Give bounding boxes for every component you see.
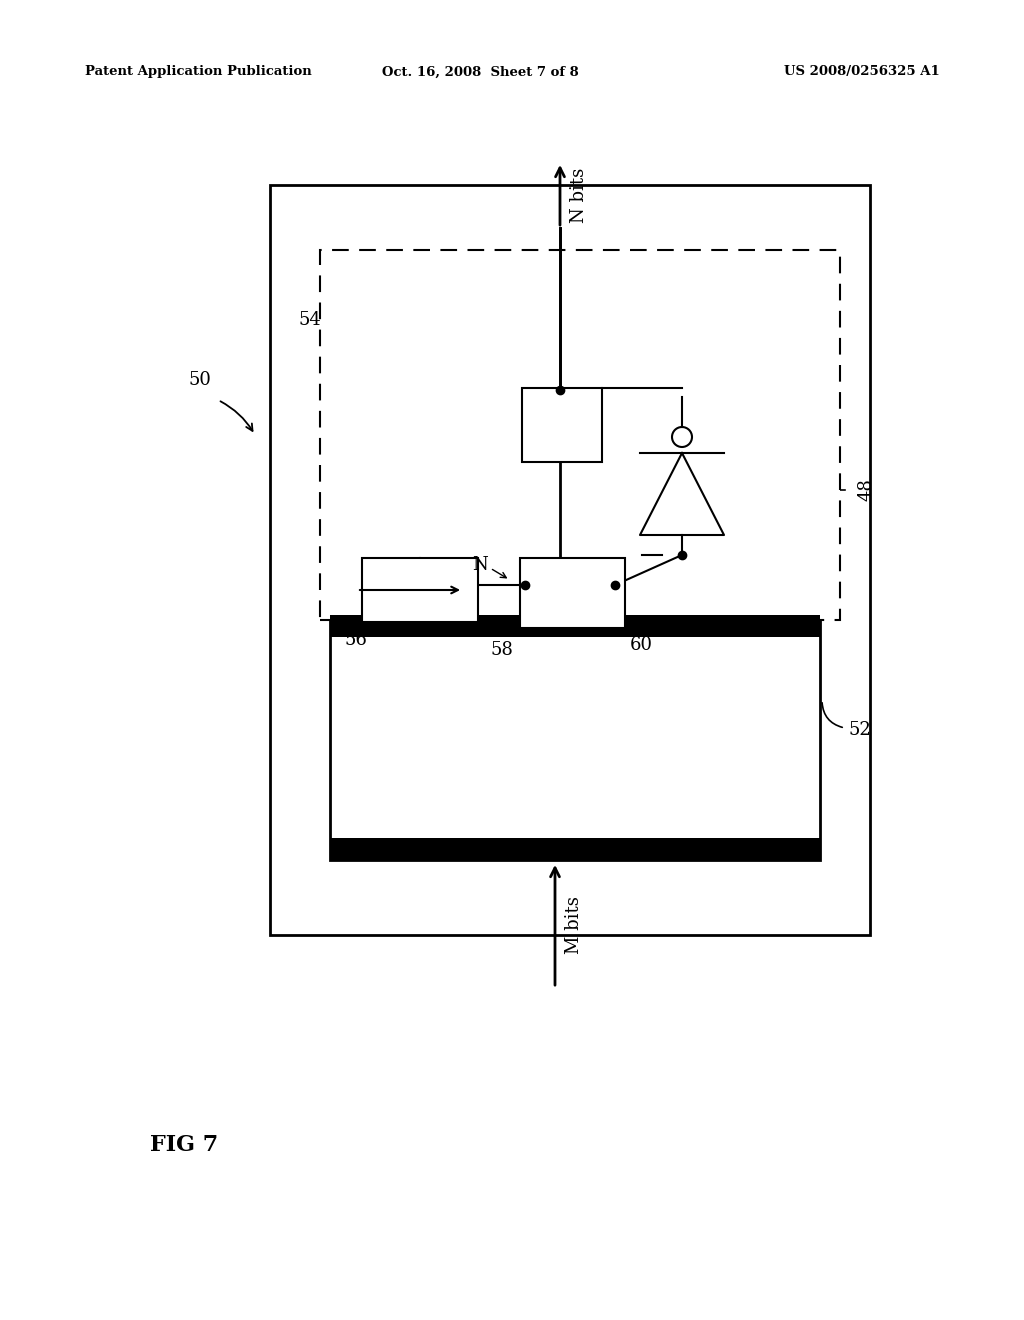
Bar — [362, 558, 478, 622]
FancyArrowPatch shape — [321, 325, 342, 345]
Text: 58: 58 — [490, 642, 513, 659]
Text: Oct. 16, 2008  Sheet 7 of 8: Oct. 16, 2008 Sheet 7 of 8 — [382, 66, 579, 78]
Text: 50: 50 — [188, 371, 211, 389]
FancyArrowPatch shape — [822, 702, 843, 727]
Text: 48: 48 — [858, 479, 876, 502]
Text: M bits: M bits — [565, 896, 583, 954]
Text: 56: 56 — [345, 631, 368, 649]
FancyArrowPatch shape — [354, 624, 365, 638]
FancyArrowPatch shape — [503, 597, 518, 635]
Text: 60: 60 — [630, 636, 653, 653]
Text: N: N — [472, 556, 487, 574]
FancyArrowPatch shape — [538, 599, 610, 639]
Text: FIG 7: FIG 7 — [150, 1134, 218, 1156]
Text: US 2008/0256325 A1: US 2008/0256325 A1 — [784, 66, 940, 78]
FancyArrowPatch shape — [220, 401, 253, 430]
FancyArrowPatch shape — [621, 623, 632, 638]
Bar — [319, 249, 840, 620]
Text: N bits: N bits — [570, 168, 588, 223]
Bar — [330, 615, 820, 861]
Bar — [270, 185, 870, 935]
Bar — [330, 838, 820, 861]
Bar — [520, 558, 625, 628]
Text: 52: 52 — [848, 721, 870, 739]
Bar — [330, 615, 820, 638]
Text: Patent Application Publication: Patent Application Publication — [85, 66, 311, 78]
Bar — [522, 388, 602, 462]
Text: 54: 54 — [298, 312, 321, 329]
